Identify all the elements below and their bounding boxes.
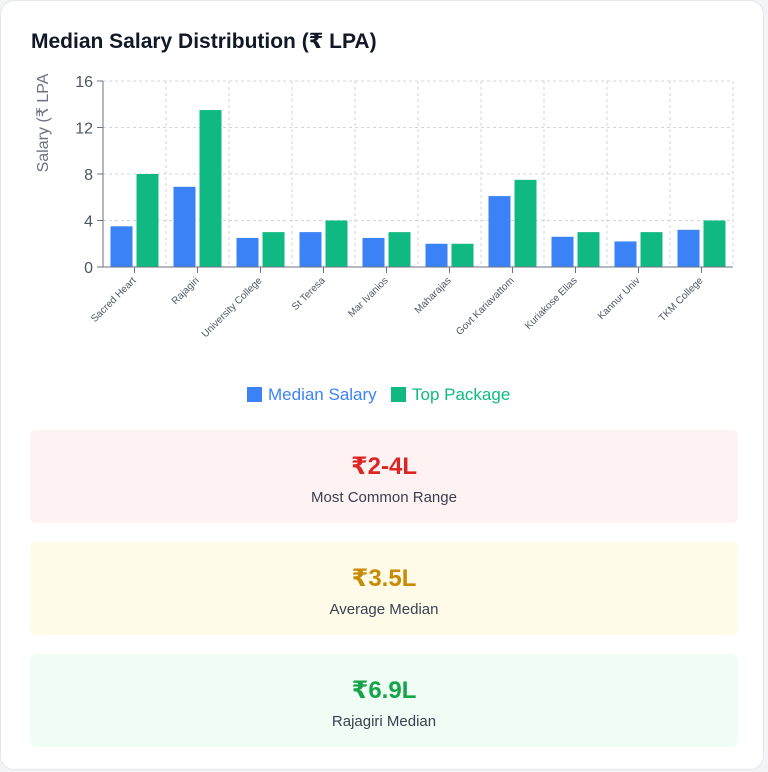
stat-value: ₹3.5L (351, 565, 417, 592)
y-axis-label: Salary (₹ LPA (35, 73, 52, 172)
y-tick-label: 8 (84, 167, 93, 184)
stat-value: ₹2-4L (350, 453, 418, 480)
legend-swatch-0 (247, 387, 262, 402)
bar-top-8 (640, 232, 663, 267)
y-tick-label: 16 (75, 74, 93, 91)
stat-rajagiri-median: ₹6.9L Rajagiri Median (30, 654, 738, 747)
bar-top-9 (703, 220, 726, 267)
bar-median-0 (110, 226, 133, 267)
legend-swatch-1 (391, 387, 406, 402)
y-tick-label: 0 (84, 260, 93, 277)
x-tick-label: Kannur Univ (596, 275, 643, 322)
x-tick-label: Kuriakose Elias (523, 275, 580, 332)
bar-median-6 (488, 196, 511, 267)
x-tick-label: TKM College (657, 275, 706, 324)
x-tick-label: St Teresa (290, 275, 328, 313)
x-tick-label: Mar Ivanios (346, 275, 390, 319)
bar-median-2 (236, 237, 259, 267)
bar-top-5 (451, 243, 474, 267)
stat-label: Average Median (329, 601, 439, 618)
bar-median-5 (425, 243, 448, 267)
bar-top-0 (136, 174, 159, 267)
bar-median-9 (677, 229, 700, 267)
bar-median-8 (614, 241, 637, 267)
x-tick-label: Govt Kariavattom (454, 275, 516, 337)
stat-label: Rajagiri Median (331, 713, 437, 730)
legend-label-1: Top Package (412, 385, 510, 404)
chart-title: Median Salary Distribution (₹ LPA) (31, 30, 377, 53)
legend-label-0: Median Salary (268, 385, 377, 404)
bar-top-3 (325, 220, 348, 267)
bar-top-7 (577, 232, 600, 267)
bar-top-6 (514, 179, 537, 267)
bar-median-1 (173, 186, 196, 267)
bar-top-2 (262, 232, 285, 267)
stat-value: ₹6.9L (351, 677, 417, 704)
y-tick-label: 12 (75, 121, 93, 138)
bar-top-1 (199, 110, 222, 267)
x-tick-label: Sacred Heart (89, 275, 139, 325)
y-tick-label: 4 (84, 214, 93, 231)
x-tick-label: Maharajas (413, 275, 454, 316)
x-tick-label: University College (200, 275, 265, 340)
stat-average-median: ₹3.5L Average Median (30, 542, 738, 635)
x-tick-label: Rajagiri (170, 275, 202, 307)
stat-label: Most Common Range (311, 489, 457, 506)
bar-median-3 (299, 232, 322, 267)
stat-most-common-range: ₹2-4L Most Common Range (30, 430, 738, 523)
bar-median-7 (551, 236, 574, 267)
bar-median-4 (362, 237, 385, 267)
bar-top-4 (388, 232, 411, 267)
